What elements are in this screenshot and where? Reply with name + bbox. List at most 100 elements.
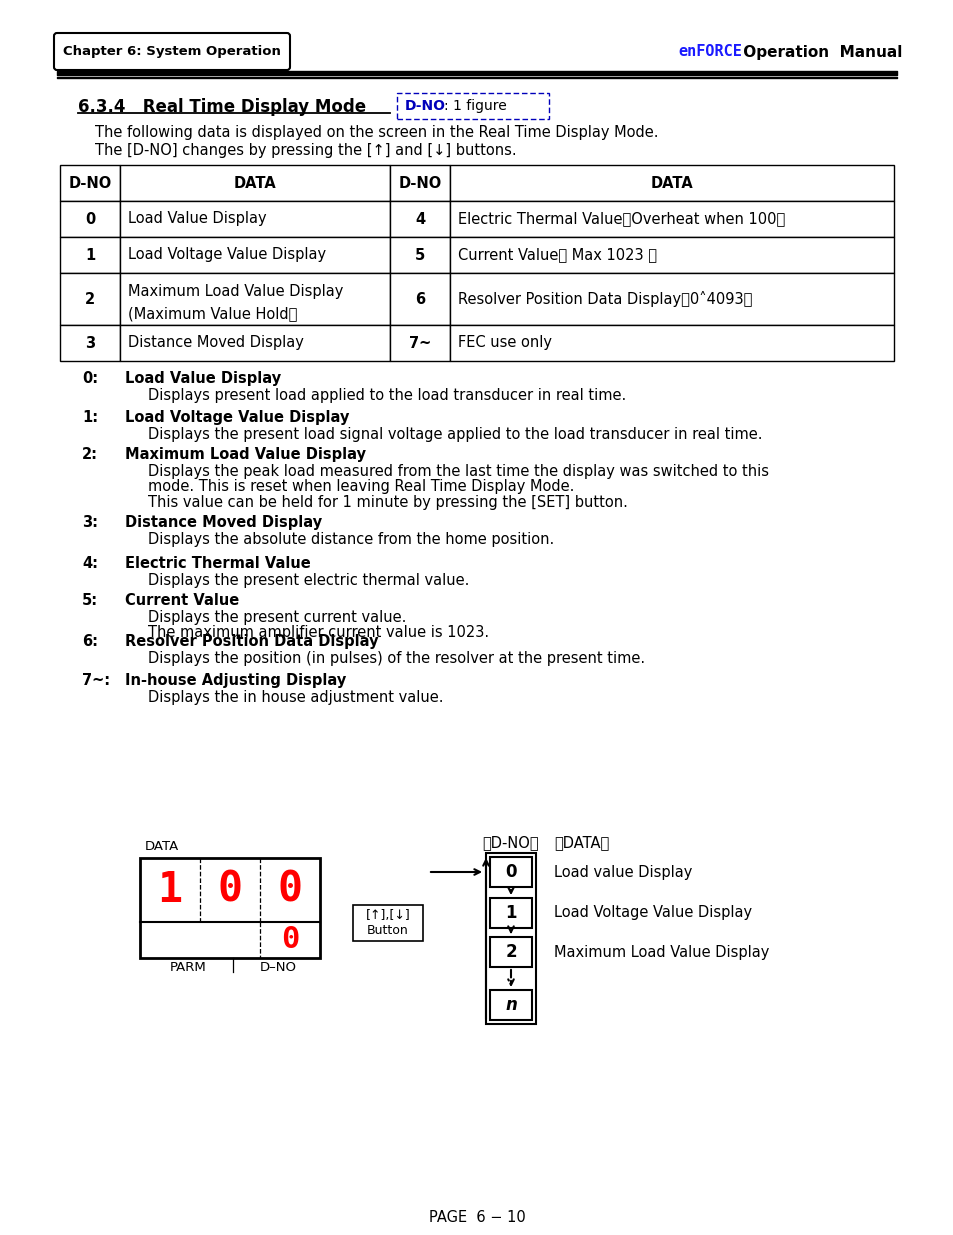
Bar xyxy=(490,898,532,927)
Text: 0: 0 xyxy=(277,869,302,911)
Text: Maximum Load Value Display: Maximum Load Value Display xyxy=(128,284,343,299)
Bar xyxy=(490,937,532,967)
Text: 4: 4 xyxy=(415,211,425,226)
Bar xyxy=(140,858,319,958)
Text: Displays the absolute distance from the home position.: Displays the absolute distance from the … xyxy=(148,532,554,547)
Text: PARM: PARM xyxy=(170,961,206,974)
Text: Load value Display: Load value Display xyxy=(554,864,692,879)
Text: FEC use only: FEC use only xyxy=(457,336,552,351)
Text: The [D-NO] changes by pressing the [↑] and [↓] buttons.: The [D-NO] changes by pressing the [↑] a… xyxy=(95,142,517,158)
Bar xyxy=(450,325,893,361)
Text: 7~: 7~ xyxy=(409,336,431,351)
Text: Resolver Position Data Display: Resolver Position Data Display xyxy=(125,634,378,650)
Text: 3: 3 xyxy=(85,336,95,351)
Bar xyxy=(60,237,120,273)
Bar xyxy=(60,273,120,325)
Text: 1: 1 xyxy=(85,247,95,263)
Text: 2: 2 xyxy=(85,291,95,306)
Bar xyxy=(120,201,390,237)
Text: Displays the peak load measured from the last time the display was switched to t: Displays the peak load measured from the… xyxy=(148,464,768,479)
Text: 6: 6 xyxy=(415,291,425,306)
Bar xyxy=(390,273,450,325)
Text: DATA: DATA xyxy=(233,175,276,190)
Bar xyxy=(60,165,120,201)
Text: 5: 5 xyxy=(415,247,425,263)
Text: Load Value Display: Load Value Display xyxy=(125,370,281,387)
Text: Maximum Load Value Display: Maximum Load Value Display xyxy=(125,447,366,462)
Text: D-NO: D-NO xyxy=(405,99,446,112)
Text: Displays the present electric thermal value.: Displays the present electric thermal va… xyxy=(148,573,469,588)
Bar xyxy=(390,201,450,237)
Bar xyxy=(120,237,390,273)
Text: The maximum amplifier current value is 1023.: The maximum amplifier current value is 1… xyxy=(148,625,489,641)
FancyBboxPatch shape xyxy=(396,93,548,119)
Text: Electric Thermal Value（Overheat when 100）: Electric Thermal Value（Overheat when 100… xyxy=(457,211,784,226)
Text: Displays present load applied to the load transducer in real time.: Displays present load applied to the loa… xyxy=(148,388,625,403)
Text: Distance Moved Display: Distance Moved Display xyxy=(128,336,304,351)
Bar xyxy=(450,273,893,325)
Text: Load Voltage Value Display: Load Voltage Value Display xyxy=(554,905,751,920)
Text: 4:: 4: xyxy=(82,556,98,571)
Text: Load Voltage Value Display: Load Voltage Value Display xyxy=(125,410,349,425)
Text: Electric Thermal Value: Electric Thermal Value xyxy=(125,556,311,571)
Text: In-house Adjusting Display: In-house Adjusting Display xyxy=(125,673,346,688)
Bar xyxy=(390,165,450,201)
FancyBboxPatch shape xyxy=(54,33,290,70)
Text: The following data is displayed on the screen in the Real Time Display Mode.: The following data is displayed on the s… xyxy=(95,125,658,140)
Text: Distance Moved Display: Distance Moved Display xyxy=(125,515,322,530)
Text: 5:: 5: xyxy=(82,593,98,608)
Text: Chapter 6: System Operation: Chapter 6: System Operation xyxy=(63,46,280,58)
Bar xyxy=(390,237,450,273)
Text: This value can be held for 1 minute by pressing the [SET] button.: This value can be held for 1 minute by p… xyxy=(148,495,627,510)
Text: 1: 1 xyxy=(157,869,182,911)
Bar xyxy=(390,325,450,361)
Text: 2: 2 xyxy=(505,944,517,961)
Text: 2:: 2: xyxy=(82,447,98,462)
Text: D-NO: D-NO xyxy=(69,175,112,190)
Text: 0: 0 xyxy=(505,863,517,881)
Text: Current Value（ Max 1023 ）: Current Value（ Max 1023 ） xyxy=(457,247,657,263)
Text: 「DATA」: 「DATA」 xyxy=(554,836,609,851)
Text: 0: 0 xyxy=(85,211,95,226)
Bar xyxy=(450,201,893,237)
Text: 6:: 6: xyxy=(82,634,98,650)
Bar xyxy=(490,857,532,887)
Text: Displays the in house adjustment value.: Displays the in house adjustment value. xyxy=(148,690,443,705)
Text: DATA: DATA xyxy=(145,840,179,853)
Bar xyxy=(120,325,390,361)
Text: (Maximum Value Hold）: (Maximum Value Hold） xyxy=(128,306,297,321)
Bar xyxy=(490,990,532,1020)
Text: 7~:: 7~: xyxy=(82,673,110,688)
Text: D–NO: D–NO xyxy=(259,961,296,974)
Text: Resolver Position Data Display（0˄4093）: Resolver Position Data Display（0˄4093） xyxy=(457,291,752,308)
Text: PAGE  6 − 10: PAGE 6 − 10 xyxy=(428,1210,525,1225)
Text: enFORCE: enFORCE xyxy=(678,44,741,59)
Text: 6.3.4   Real Time Display Mode: 6.3.4 Real Time Display Mode xyxy=(78,98,366,116)
Text: mode. This is reset when leaving Real Time Display Mode.: mode. This is reset when leaving Real Ti… xyxy=(148,479,574,494)
Text: Current Value: Current Value xyxy=(125,593,239,608)
Bar xyxy=(450,237,893,273)
Text: Load Voltage Value Display: Load Voltage Value Display xyxy=(128,247,326,263)
Bar xyxy=(485,853,536,1024)
Text: 0: 0 xyxy=(217,869,242,911)
Bar xyxy=(450,165,893,201)
Text: 「D-NO」: 「D-NO」 xyxy=(482,836,538,851)
Text: D-NO: D-NO xyxy=(398,175,441,190)
Text: 1: 1 xyxy=(505,904,517,923)
Bar xyxy=(353,905,422,941)
Text: 0: 0 xyxy=(280,925,299,955)
Text: Displays the position (in pulses) of the resolver at the present time.: Displays the position (in pulses) of the… xyxy=(148,651,644,666)
Text: Load Value Display: Load Value Display xyxy=(128,211,266,226)
Text: Maximum Load Value Display: Maximum Load Value Display xyxy=(554,945,768,960)
Text: n: n xyxy=(504,995,517,1014)
Text: 3:: 3: xyxy=(82,515,98,530)
Bar xyxy=(60,201,120,237)
Text: 1:: 1: xyxy=(82,410,98,425)
Text: Displays the present load signal voltage applied to the load transducer in real : Displays the present load signal voltage… xyxy=(148,427,761,442)
Bar xyxy=(60,325,120,361)
Text: : 1 figure: : 1 figure xyxy=(443,99,506,112)
Text: Displays the present current value.: Displays the present current value. xyxy=(148,610,406,625)
Text: Operation  Manual: Operation Manual xyxy=(738,44,902,59)
Bar xyxy=(120,165,390,201)
Bar xyxy=(120,273,390,325)
